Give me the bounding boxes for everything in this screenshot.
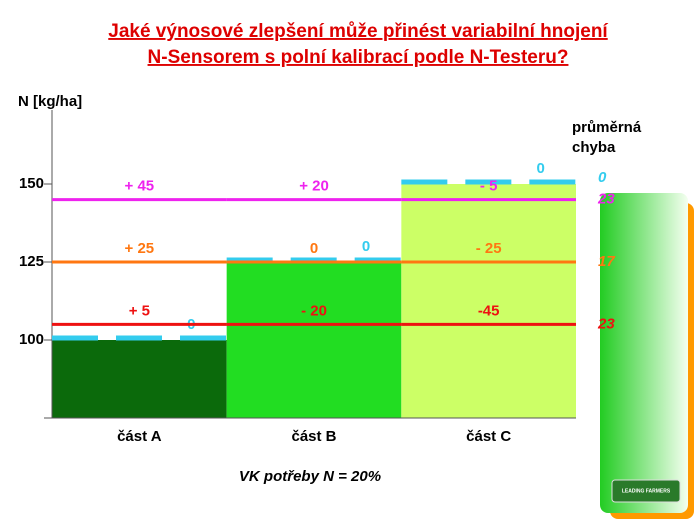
deviation-label: - 25	[476, 240, 502, 257]
title-line: N-Sensorem s polní kalibrací podle N-Tes…	[148, 47, 569, 68]
y-axis-label: N [kg/ha]	[18, 93, 82, 110]
logo	[611, 479, 681, 503]
x-tick-label: část B	[291, 428, 336, 445]
deviation-label: + 20	[299, 178, 329, 195]
error-header: průměrná chyba	[572, 119, 642, 156]
x-tick-label: část C	[466, 428, 511, 445]
deviation-label: - 5	[480, 178, 498, 195]
deviation-label: - 20	[301, 302, 327, 319]
logo-text: LEADING FARMERS	[622, 488, 671, 494]
error-panel	[600, 193, 688, 513]
deviation-label: 0	[536, 160, 544, 177]
deviation-label: 0	[362, 238, 370, 255]
error-header-box: průměrná chyba	[572, 119, 642, 156]
bar	[52, 340, 227, 418]
x-tick-label: část A	[117, 428, 162, 445]
error-value: 23	[597, 315, 615, 332]
deviation-label: 0	[310, 240, 318, 257]
error-value: 23	[597, 191, 615, 208]
y-tick-label: 150	[19, 175, 44, 192]
footnote: VK potřeby N = 20%	[239, 468, 381, 485]
bar	[401, 184, 576, 418]
bar	[226, 262, 402, 418]
title-line: Jaké výnosové zlepšení může přinést vari…	[108, 21, 608, 42]
y-tick-label: 125	[19, 253, 44, 270]
deviation-label: + 5	[129, 302, 150, 319]
deviation-label: + 25	[125, 240, 155, 257]
deviation-label: + 45	[125, 178, 155, 195]
deviation-label: -45	[478, 302, 500, 319]
error-value: 0	[598, 169, 607, 186]
y-tick-label: 100	[19, 331, 44, 348]
error-value: 17	[598, 253, 615, 270]
